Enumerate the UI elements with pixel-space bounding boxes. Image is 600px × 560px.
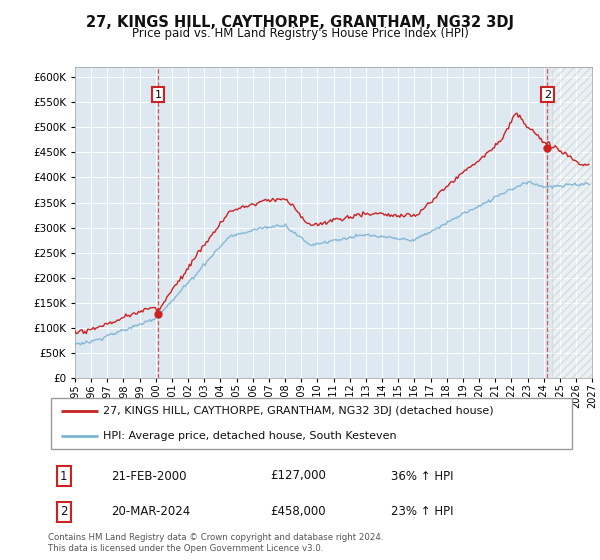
Text: 2: 2 [60, 505, 68, 518]
Text: £127,000: £127,000 [270, 469, 326, 483]
Text: 21-FEB-2000: 21-FEB-2000 [112, 469, 187, 483]
Text: 2: 2 [544, 90, 551, 100]
Text: 36% ↑ HPI: 36% ↑ HPI [391, 469, 454, 483]
Text: 27, KINGS HILL, CAYTHORPE, GRANTHAM, NG32 3DJ: 27, KINGS HILL, CAYTHORPE, GRANTHAM, NG3… [86, 15, 514, 30]
Text: 23% ↑ HPI: 23% ↑ HPI [391, 505, 454, 518]
FancyBboxPatch shape [50, 398, 572, 449]
Text: 1: 1 [154, 90, 161, 100]
Text: Contains HM Land Registry data © Crown copyright and database right 2024.
This d: Contains HM Land Registry data © Crown c… [48, 533, 383, 553]
Text: 20-MAR-2024: 20-MAR-2024 [112, 505, 191, 518]
Text: 27, KINGS HILL, CAYTHORPE, GRANTHAM, NG32 3DJ (detached house): 27, KINGS HILL, CAYTHORPE, GRANTHAM, NG3… [103, 406, 494, 416]
Bar [552, 67, 600, 378]
Text: £458,000: £458,000 [270, 505, 325, 518]
Text: HPI: Average price, detached house, South Kesteven: HPI: Average price, detached house, Sout… [103, 431, 397, 441]
Text: 1: 1 [60, 469, 68, 483]
Text: Price paid vs. HM Land Registry's House Price Index (HPI): Price paid vs. HM Land Registry's House … [131, 27, 469, 40]
